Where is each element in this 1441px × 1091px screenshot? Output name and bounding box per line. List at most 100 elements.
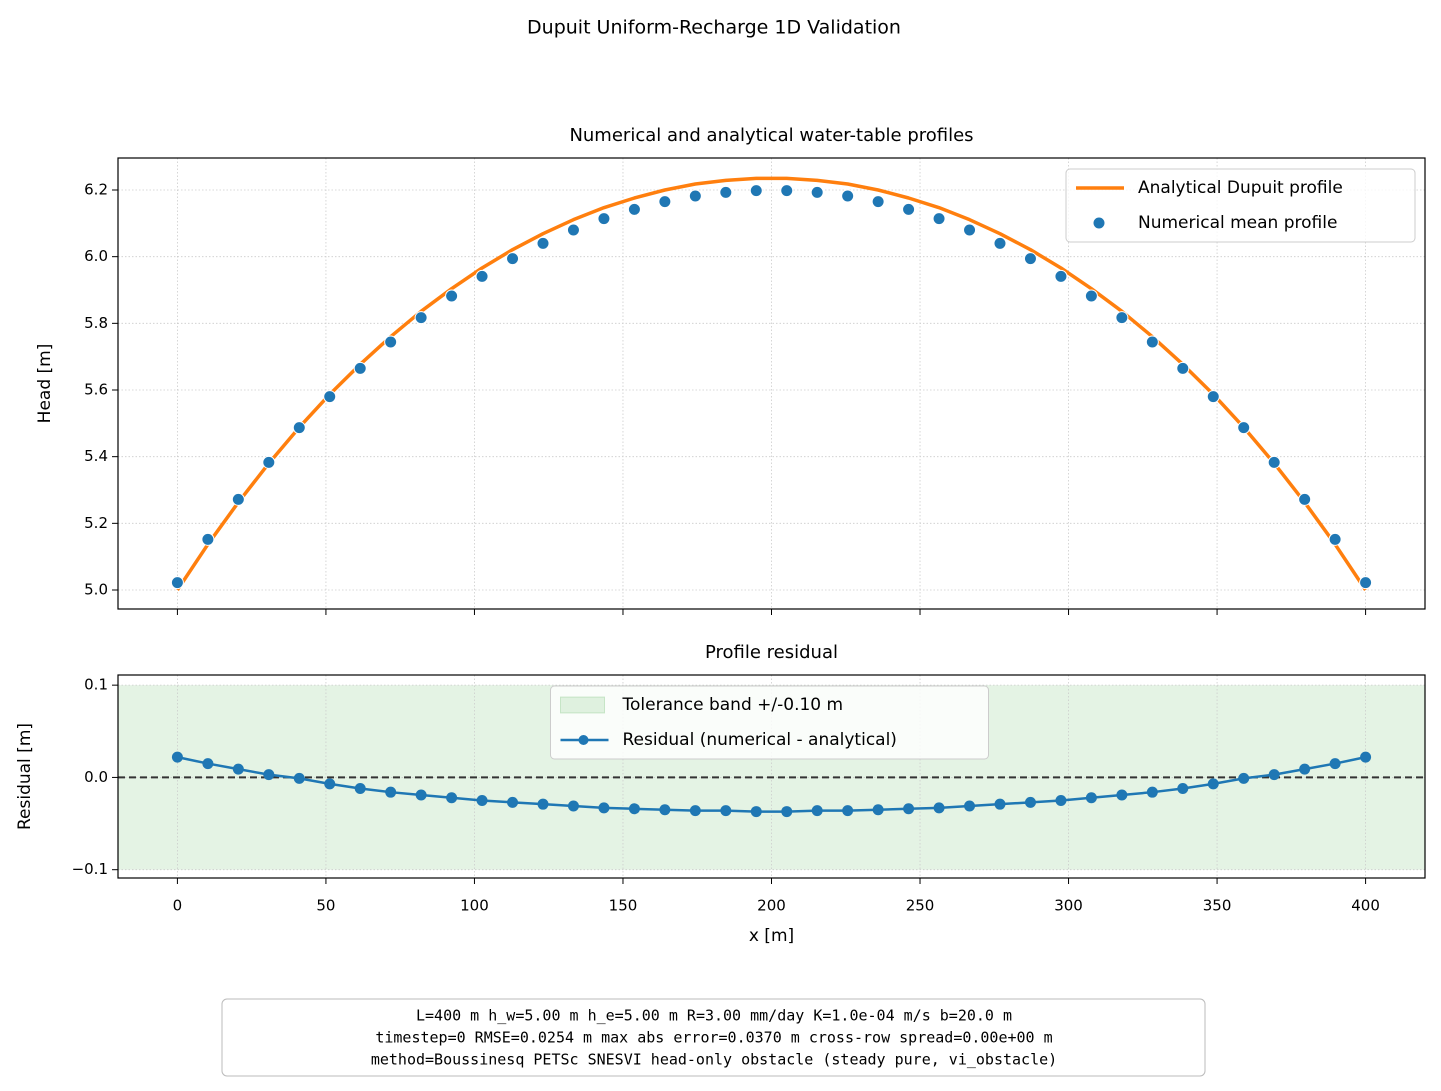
x-tick-label: 100 <box>460 897 489 915</box>
point <box>628 803 640 815</box>
point <box>476 794 488 806</box>
point <box>963 223 977 237</box>
point <box>1054 269 1068 283</box>
point <box>170 576 184 590</box>
point <box>841 189 855 203</box>
point <box>171 751 183 763</box>
legend-label: Numerical mean profile <box>1138 213 1337 233</box>
legend-label: Tolerance band +/-0.10 m <box>622 695 844 715</box>
point <box>1359 576 1373 590</box>
y-axis-label: Residual [m] <box>15 723 35 830</box>
series-line <box>175 176 1368 591</box>
point <box>964 800 976 812</box>
point <box>780 184 794 198</box>
point <box>810 185 824 199</box>
y-tick-label: 5.4 <box>84 447 108 465</box>
point <box>232 763 244 775</box>
point <box>1085 792 1097 804</box>
footer-line: timestep=0 RMSE=0.0254 m max abs error=0… <box>375 1029 1052 1047</box>
point <box>720 805 732 817</box>
point <box>537 798 549 810</box>
point <box>567 800 579 812</box>
y-tick-label: 5.6 <box>84 381 108 399</box>
point <box>323 390 337 404</box>
point <box>385 786 397 798</box>
point <box>597 212 611 226</box>
y-tick-label: 5.0 <box>84 581 108 599</box>
point <box>507 796 519 808</box>
legend-swatch <box>560 696 605 714</box>
point <box>871 195 885 209</box>
x-tick-label: 300 <box>1054 897 1083 915</box>
y-tick-label: 5.2 <box>84 514 108 532</box>
x-tick-label: 0 <box>173 897 183 915</box>
point <box>262 455 276 469</box>
x-tick-label: 150 <box>609 897 638 915</box>
legend-box <box>550 685 989 760</box>
point <box>536 236 550 250</box>
x-axis-label: x [m] <box>749 926 794 946</box>
x-tick-label: 200 <box>757 897 786 915</box>
point <box>811 805 823 817</box>
legend-swatch <box>578 735 589 745</box>
x-tick-label: 250 <box>906 897 935 915</box>
x-tick-label: 50 <box>316 897 335 915</box>
legend-label: Residual (numerical - analytical) <box>623 730 897 750</box>
point <box>994 798 1006 810</box>
series-line <box>177 755 1366 813</box>
point <box>231 492 245 506</box>
y-tick-label: 6.0 <box>84 247 108 265</box>
axes-title: Numerical and analytical water-table pro… <box>569 125 973 146</box>
point <box>932 212 946 226</box>
point <box>903 803 915 815</box>
point <box>446 792 458 804</box>
point <box>324 778 336 790</box>
point <box>263 769 275 781</box>
point <box>445 289 459 303</box>
axes-title: Profile residual <box>705 642 838 663</box>
point <box>202 758 214 770</box>
point <box>1267 455 1281 469</box>
point <box>384 335 398 349</box>
point <box>933 802 945 814</box>
point <box>1024 796 1036 808</box>
point <box>414 311 428 325</box>
point <box>475 269 489 283</box>
point <box>292 421 306 435</box>
point <box>1145 335 1159 349</box>
y-tick-label: 0.0 <box>84 768 108 786</box>
point <box>1206 390 1220 404</box>
point <box>1023 252 1037 266</box>
point <box>993 236 1007 250</box>
axes-frame <box>117 674 1426 879</box>
point <box>415 789 427 801</box>
point <box>1360 751 1372 763</box>
point <box>201 532 215 546</box>
point <box>1146 786 1158 798</box>
point <box>1298 492 1312 506</box>
point <box>902 202 916 216</box>
point <box>1055 794 1067 806</box>
legend-box <box>1065 168 1416 243</box>
point <box>598 802 610 814</box>
point <box>872 804 884 816</box>
y-tick-label: 5.8 <box>84 314 108 332</box>
point <box>750 806 762 818</box>
point <box>1238 772 1250 784</box>
y-tick-label: 0.1 <box>84 676 108 694</box>
point <box>688 189 702 203</box>
point <box>1177 782 1189 794</box>
point <box>842 805 854 817</box>
point <box>1115 311 1129 325</box>
point <box>1176 361 1190 375</box>
point <box>1329 758 1341 770</box>
point <box>506 252 520 266</box>
point <box>1116 789 1128 801</box>
point <box>293 772 305 784</box>
point <box>658 195 672 209</box>
y-tick-label: 6.2 <box>84 181 108 199</box>
point <box>1207 778 1219 790</box>
point <box>659 804 671 816</box>
